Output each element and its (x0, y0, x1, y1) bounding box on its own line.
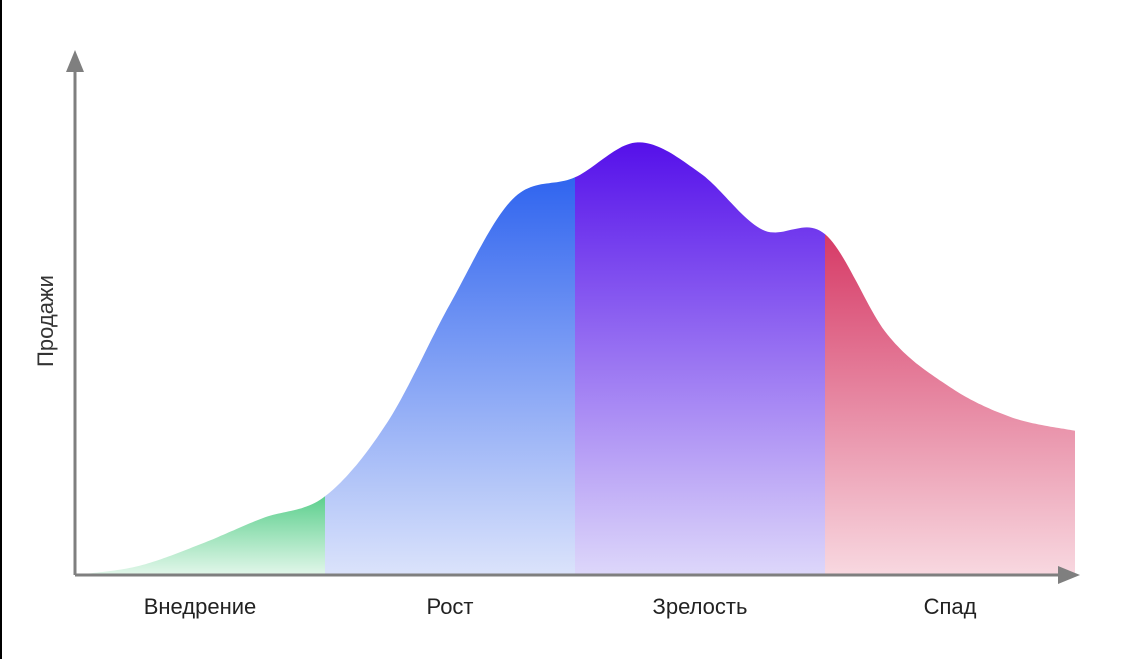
stage-introduction-label: Внедрение (144, 594, 257, 619)
x-axis-arrow-icon (1058, 566, 1080, 584)
left-frame-edge (0, 0, 2, 659)
stage-maturity-label: Зрелость (653, 594, 748, 619)
axes (66, 50, 1080, 584)
stage-introduction-area (75, 496, 325, 575)
stage-decline-area (825, 234, 1075, 575)
stage-maturity-area (575, 142, 825, 575)
stage-growth-area (325, 177, 575, 576)
stage-decline-label: Спад (924, 594, 977, 619)
stage-areas (75, 142, 1075, 576)
y-axis-label: Продажи (33, 275, 58, 367)
stage-labels: Внедрение Рост Зрелость Спад (144, 594, 977, 619)
stage-growth-label: Рост (426, 594, 473, 619)
y-axis-arrow-icon (66, 50, 84, 72)
